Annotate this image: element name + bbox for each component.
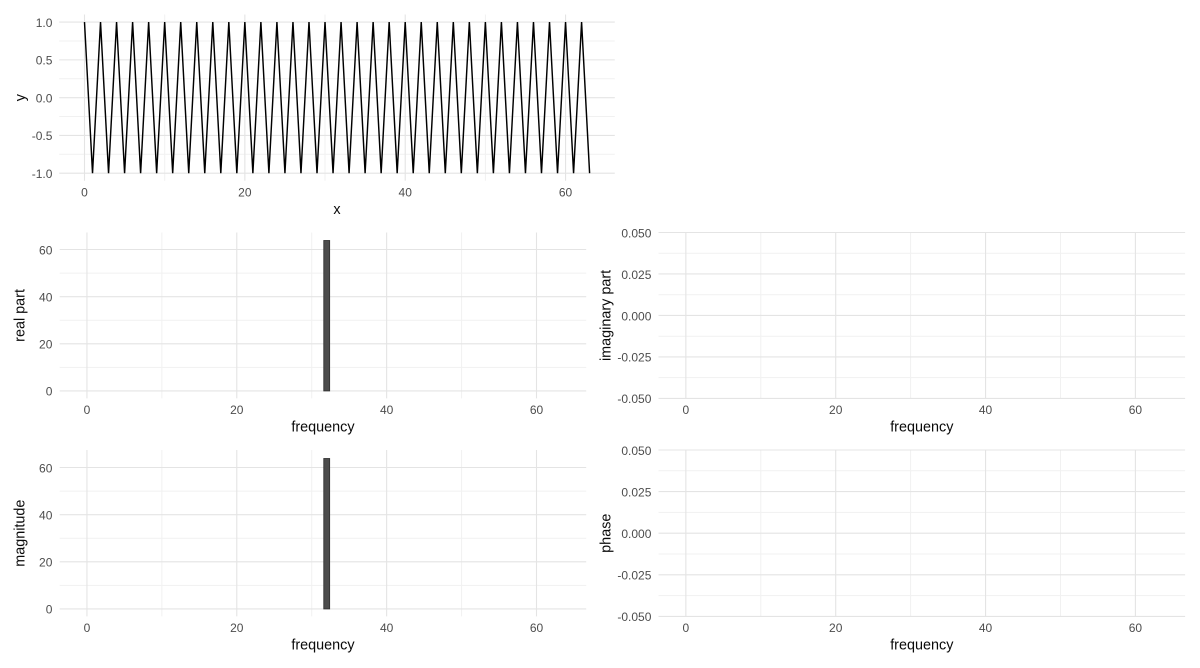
svg-text:40: 40 (979, 403, 993, 417)
svg-text:y: y (13, 93, 29, 101)
svg-text:phase: phase (598, 514, 614, 553)
svg-text:20: 20 (238, 186, 252, 200)
svg-text:-0.050: -0.050 (617, 392, 651, 406)
svg-text:0: 0 (683, 621, 690, 635)
svg-text:0: 0 (84, 621, 91, 635)
svg-text:20: 20 (829, 403, 843, 417)
svg-text:20: 20 (39, 556, 53, 570)
svg-text:0.025: 0.025 (621, 485, 651, 499)
svg-text:frequency: frequency (890, 419, 954, 435)
svg-text:60: 60 (1129, 621, 1143, 635)
svg-text:60: 60 (530, 403, 544, 417)
svg-text:0.5: 0.5 (36, 54, 53, 68)
svg-text:frequency: frequency (890, 637, 954, 653)
svg-text:40: 40 (399, 186, 413, 200)
svg-text:0: 0 (46, 385, 53, 399)
svg-text:real part: real part (12, 289, 28, 342)
svg-text:60: 60 (39, 243, 53, 257)
svg-text:60: 60 (530, 621, 544, 635)
svg-text:20: 20 (230, 621, 244, 635)
svg-text:0: 0 (46, 603, 53, 617)
svg-text:0.000: 0.000 (621, 309, 651, 323)
svg-text:-0.5: -0.5 (32, 129, 53, 143)
svg-text:40: 40 (39, 508, 53, 522)
svg-text:-0.025: -0.025 (617, 569, 651, 583)
svg-text:imaginary part: imaginary part (598, 270, 614, 361)
svg-text:20: 20 (829, 621, 843, 635)
svg-text:0: 0 (683, 403, 690, 417)
svg-text:0.050: 0.050 (621, 444, 651, 458)
svg-text:0.0: 0.0 (36, 91, 53, 105)
svg-text:-1.0: -1.0 (32, 167, 53, 181)
svg-text:60: 60 (1129, 403, 1143, 417)
svg-text:40: 40 (979, 621, 993, 635)
svg-text:40: 40 (380, 403, 394, 417)
svg-text:20: 20 (230, 403, 244, 417)
svg-text:1.0: 1.0 (36, 16, 53, 30)
svg-text:0.025: 0.025 (621, 268, 651, 282)
svg-text:20: 20 (39, 338, 53, 352)
svg-text:60: 60 (559, 186, 573, 200)
svg-text:0: 0 (81, 186, 88, 200)
svg-text:magnitude: magnitude (12, 500, 28, 567)
svg-text:40: 40 (380, 621, 394, 635)
svg-text:-0.025: -0.025 (617, 351, 651, 365)
svg-text:40: 40 (39, 290, 53, 304)
svg-text:0: 0 (84, 403, 91, 417)
svg-text:frequency: frequency (291, 637, 355, 653)
svg-text:0.050: 0.050 (621, 226, 651, 240)
svg-text:0.000: 0.000 (621, 527, 651, 541)
svg-text:x: x (333, 202, 341, 218)
svg-text:frequency: frequency (291, 419, 355, 435)
svg-text:60: 60 (39, 461, 53, 475)
svg-text:-0.050: -0.050 (617, 610, 651, 624)
